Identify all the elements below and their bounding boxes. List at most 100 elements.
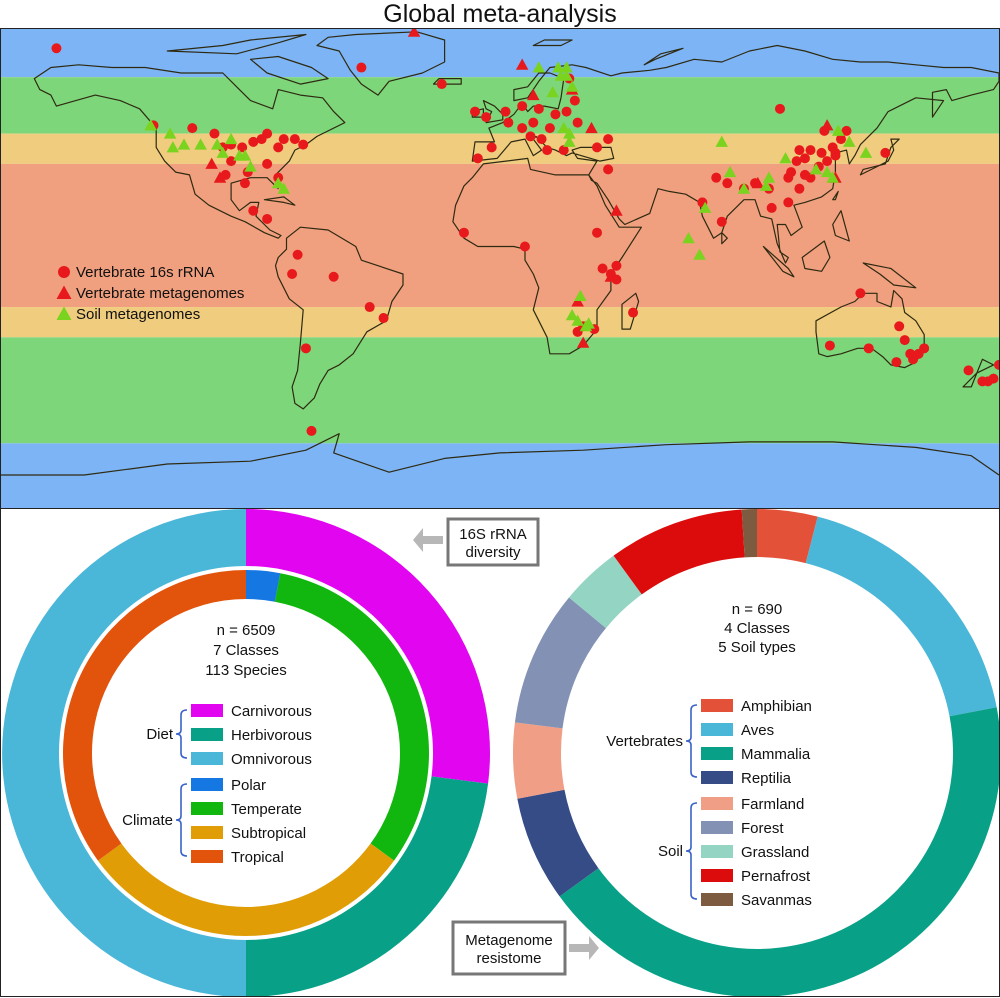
legend-swatch-herbivorous xyxy=(191,728,223,741)
point-vertebrate-16s-rrna xyxy=(458,227,469,238)
point-vertebrate-16s-rrna xyxy=(592,227,603,238)
point-soil-metagenomes xyxy=(565,309,579,321)
point-soil-metagenomes xyxy=(277,182,290,194)
legend-marker-0 xyxy=(58,266,70,278)
point-vertebrate-16s-rrna xyxy=(486,142,497,153)
point-vertebrate-16s-rrna xyxy=(517,101,528,112)
point-vertebrate-16s-rrna xyxy=(816,147,827,158)
point-vertebrate-16s-rrna xyxy=(894,321,905,332)
legend-marker-2 xyxy=(56,306,72,320)
center-text-2: 113 Species xyxy=(205,662,286,679)
legend-group-diet: Diet xyxy=(146,726,174,743)
point-vertebrate-16s-rrna xyxy=(899,335,910,346)
point-vertebrate-metagenomes xyxy=(604,270,618,282)
donut-resistome: n = 690 4 Classes 5 Soil types Amphibian Ave… xyxy=(512,509,999,996)
point-vertebrate-16s-rrna xyxy=(306,425,317,436)
point-vertebrate-16s-rrna xyxy=(187,123,198,134)
landmass-japan xyxy=(859,138,900,176)
point-vertebrate-16s-rrna xyxy=(611,260,622,271)
point-soil-metagenomes xyxy=(563,127,576,139)
point-vertebrate-16s-rrna xyxy=(569,95,580,106)
point-vertebrate-16s-rrna xyxy=(300,343,311,354)
point-vertebrate-16s-rrna xyxy=(791,156,802,167)
legend-label-omnivorous: Omnivorous xyxy=(231,751,312,768)
legend-group-climate: Climate xyxy=(122,812,173,829)
point-soil-metagenomes xyxy=(272,176,285,189)
legend-bracket xyxy=(175,783,188,857)
point-soil-metagenomes xyxy=(560,61,573,73)
annotation-resistome-line1: Metagenome xyxy=(465,932,553,949)
point-soil-metagenomes xyxy=(737,182,751,194)
point-soil-metagenomes xyxy=(779,152,792,164)
climate-zone-polar xyxy=(1,29,999,78)
point-soil-metagenomes xyxy=(682,232,695,244)
point-vertebrate-16s-rrna xyxy=(774,103,785,114)
slice-farmland xyxy=(512,722,565,799)
center-text-r-2: 5 Soil types xyxy=(718,639,796,656)
series-vertebrate-16s-rrna xyxy=(51,43,999,436)
point-vertebrate-16s-rrna xyxy=(603,134,614,145)
outer-slice-herbivorous xyxy=(246,776,489,996)
point-soil-metagenomes xyxy=(693,248,706,260)
legend-marker-1 xyxy=(56,285,72,299)
point-vertebrate-16s-rrna xyxy=(628,307,639,318)
point-soil-metagenomes xyxy=(557,121,570,134)
point-vertebrate-metagenomes xyxy=(205,157,218,169)
point-vertebrate-metagenomes xyxy=(515,58,529,70)
point-soil-metagenomes xyxy=(244,160,257,172)
point-vertebrate-16s-rrna xyxy=(536,134,547,145)
map-legend: Vertebrate 16s rRNA Vertebrate metagenome… xyxy=(56,264,244,323)
landmass-south-america xyxy=(274,226,404,410)
legend-swatch-carnivorous xyxy=(191,704,223,717)
point-vertebrate-16s-rrna xyxy=(525,131,536,142)
point-vertebrate-16s-rrna xyxy=(517,123,528,134)
donut-charts: n = 6509 7 Classes 113 Species Carnivorous H… xyxy=(2,509,999,996)
point-vertebrate-16s-rrna xyxy=(822,156,833,167)
legend-swatch-amphibian xyxy=(701,699,733,712)
point-soil-metagenomes xyxy=(762,171,776,183)
slice-reptilia xyxy=(517,789,599,897)
point-vertebrate-metagenomes xyxy=(585,121,598,134)
center-text-r-1: 4 Classes xyxy=(724,620,790,637)
point-soil-metagenomes xyxy=(224,132,238,145)
point-soil-metagenomes xyxy=(826,171,839,183)
point-soil-metagenomes xyxy=(759,179,773,191)
point-vertebrate-16s-rrna xyxy=(298,139,309,150)
point-vertebrate-16s-rrna xyxy=(855,288,866,299)
slice-savanmas xyxy=(741,509,757,558)
point-vertebrate-16s-rrna xyxy=(988,373,999,384)
point-soil-metagenomes xyxy=(723,165,737,178)
legend-label-aves: Aves xyxy=(741,722,774,739)
point-vertebrate-16s-rrna xyxy=(378,313,389,324)
point-vertebrate-16s-rrna xyxy=(364,302,375,313)
point-soil-metagenomes xyxy=(809,163,823,175)
point-vertebrate-16s-rrna xyxy=(237,142,248,153)
center-text-0: n = 6509 xyxy=(217,622,276,639)
slice-mammalia xyxy=(559,707,999,996)
legend-swatch-savanmas xyxy=(701,893,733,906)
landmass-borneo xyxy=(801,240,831,272)
legend-swatch-omnivorous xyxy=(191,752,223,765)
slice-aves xyxy=(805,516,997,717)
legend-swatch-mammalia xyxy=(701,747,733,760)
point-vertebrate-16s-rrna xyxy=(592,142,603,153)
point-vertebrate-metagenomes xyxy=(751,176,765,189)
point-vertebrate-16s-rrna xyxy=(597,263,608,274)
inner-slice-polar xyxy=(246,570,281,602)
world-map-panel: Vertebrate 16s rRNA Vertebrate metagenome… xyxy=(0,28,1000,509)
slice-forest xyxy=(514,597,606,729)
point-vertebrate-16s-rrna xyxy=(500,106,511,117)
landmass-north-america xyxy=(33,64,346,239)
point-vertebrate-metagenomes xyxy=(576,336,590,348)
point-vertebrate-16s-rrna xyxy=(558,145,569,156)
landmass-eurasia-africa xyxy=(452,44,999,355)
point-soil-metagenomes xyxy=(843,135,856,147)
legend-label-forest: Forest xyxy=(741,820,784,837)
legend-label: Soil metagenomes xyxy=(76,306,200,323)
point-vertebrate-16s-rrna xyxy=(519,241,530,252)
world-map: Vertebrate 16s rRNA Vertebrate metagenome… xyxy=(1,29,999,508)
point-vertebrate-16s-rrna xyxy=(287,269,298,280)
point-soil-metagenomes xyxy=(552,61,565,73)
point-vertebrate-16s-rrna xyxy=(835,134,846,145)
